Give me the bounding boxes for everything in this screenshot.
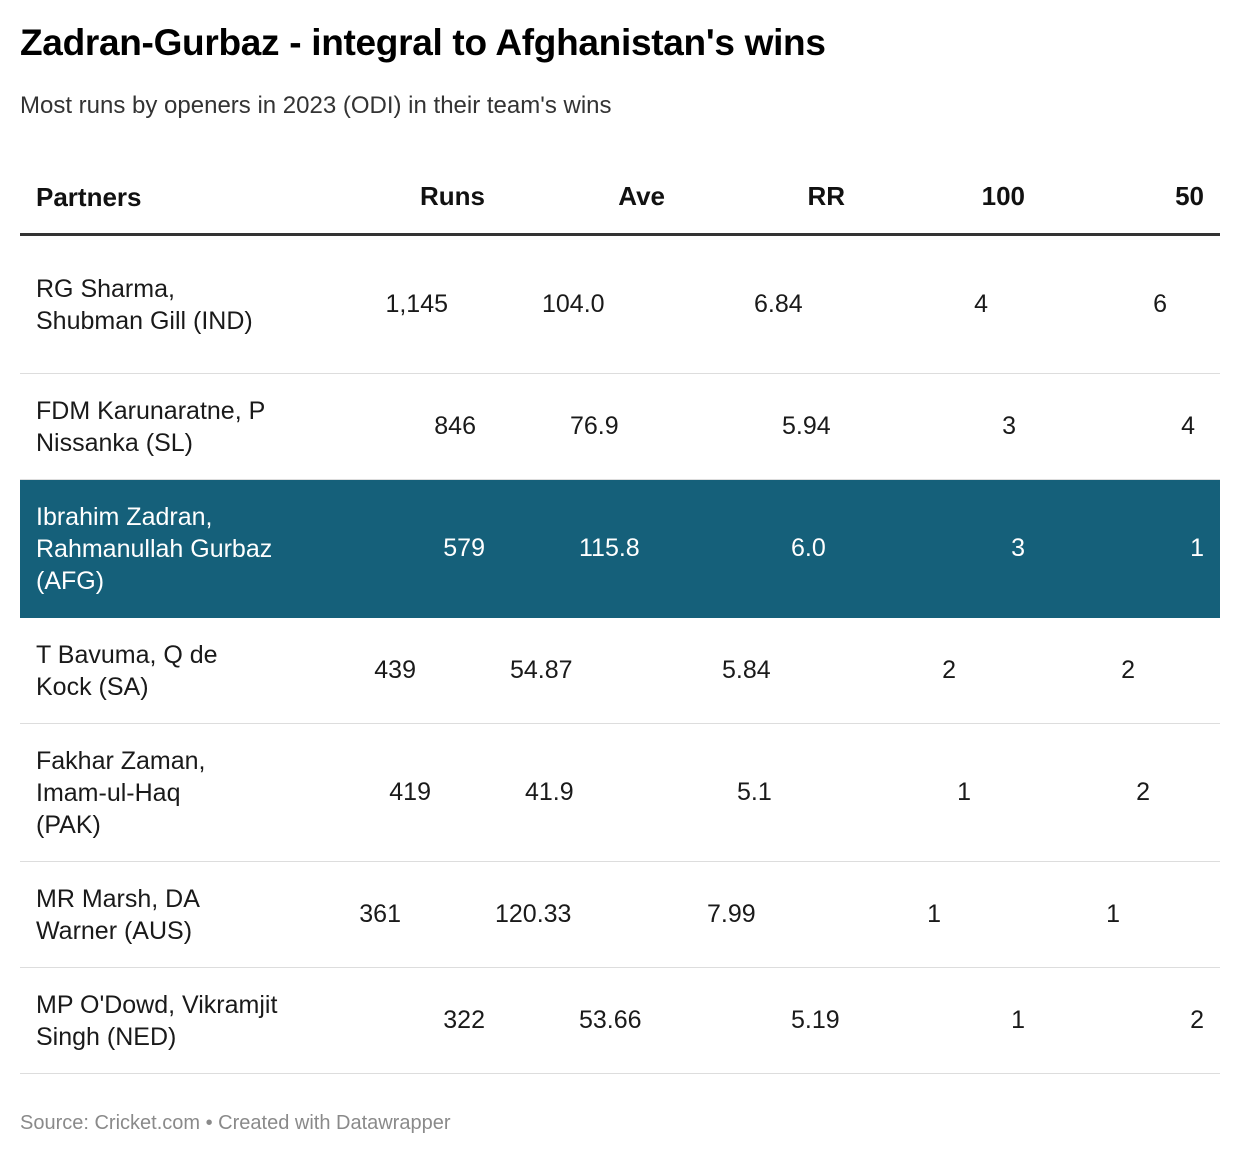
cell-runs: 361	[359, 900, 401, 928]
column-header-partners[interactable]: Partners	[36, 181, 142, 212]
cell-rr: 7.99	[581, 900, 761, 929]
cell-partners: MP O'Dowd, Vikramjit Singh (NED)	[36, 990, 278, 1051]
column-header-100[interactable]: 100	[981, 181, 1025, 211]
cell-rr-value: 7.99	[707, 900, 756, 928]
column-header-50[interactable]: 50	[1175, 181, 1204, 211]
table-row: MP O'Dowd, Vikramjit Singh (NED) 322 53.66…	[20, 968, 1220, 1074]
table-header: Partners Runs Ave RR 100 50	[20, 160, 1220, 236]
cell-ave-value: 120.33	[495, 900, 572, 928]
cell-ave-value: 54.87	[510, 656, 573, 684]
chart-subtitle: Most runs by openers in 2023 (ODI) in th…	[20, 92, 612, 119]
cell-rr: 5.94	[656, 412, 836, 441]
cell-ave: 104.0	[448, 290, 628, 319]
cell-rr: 5.19	[665, 1006, 845, 1035]
cell-rr-value: 5.84	[722, 656, 771, 684]
table-row: RG Sharma, Shubman Gill (IND) 1,145 104.0 6…	[20, 236, 1220, 374]
cell-ave-value: 76.9	[570, 412, 619, 440]
cell-ave: 54.87	[416, 656, 596, 685]
cell-partners: T Bavuma, Q de Kock (SA)	[36, 640, 218, 701]
cell-rr-value: 5.1	[737, 778, 772, 806]
cell-runs: 846	[434, 412, 476, 440]
cell-50: 6	[1153, 290, 1167, 318]
cell-runs: 1,145	[385, 290, 448, 318]
cell-ave-value: 115.8	[579, 534, 640, 562]
table-row: T Bavuma, Q de Kock (SA) 439 54.87 5.84 2 2	[20, 618, 1220, 724]
cell-100: 3	[1011, 534, 1025, 562]
cell-runs: 419	[389, 778, 431, 806]
column-header-rr[interactable]: RR	[807, 181, 845, 211]
cell-partners: Ibrahim Zadran, Rahmanullah Gurbaz (AFG)	[36, 502, 273, 595]
cell-50: 4	[1181, 412, 1195, 440]
cell-100: 4	[974, 290, 988, 318]
cell-100: 1	[957, 778, 971, 806]
cell-partners: RG Sharma, Shubman Gill (IND)	[36, 274, 253, 335]
table-row: FDM Karunaratne, P Nissanka (SL) 846 76.9 5…	[20, 374, 1220, 480]
source-footer: Source: Cricket.com • Created with Dataw…	[20, 1112, 451, 1134]
column-header-ave[interactable]: Ave	[618, 181, 665, 211]
cell-partners: MR Marsh, DA Warner (AUS)	[36, 884, 199, 945]
cell-rr: 6.84	[628, 290, 808, 319]
cell-100: 3	[1002, 412, 1016, 440]
cell-50: 1	[1106, 900, 1120, 928]
table-row: MR Marsh, DA Warner (AUS) 361 120.33 7.99 1 1	[20, 862, 1220, 968]
cell-rr: 6.0	[665, 534, 845, 563]
column-header-runs[interactable]: Runs	[420, 181, 485, 211]
cell-partners: FDM Karunaratne, P Nissanka (SL)	[36, 396, 265, 457]
cell-100: 1	[927, 900, 941, 928]
cell-runs: 322	[443, 1006, 485, 1034]
cell-50: 2	[1121, 656, 1135, 684]
table-body: RG Sharma, Shubman Gill (IND) 1,145 104.0 6…	[20, 236, 1220, 1074]
cell-ave-value: 41.9	[525, 778, 574, 806]
chart-title: Zadran-Gurbaz - integral to Afghanistan'…	[20, 22, 826, 63]
cell-ave-value: 53.66	[579, 1006, 642, 1034]
cell-rr-value: 6.84	[754, 290, 803, 318]
cell-runs: 439	[374, 656, 416, 684]
cell-ave-value: 104.0	[542, 290, 605, 318]
cell-rr: 5.1	[611, 778, 791, 807]
cell-rr-value: 5.94	[782, 412, 831, 440]
cell-50: 2	[1190, 1006, 1204, 1034]
cell-50: 2	[1136, 778, 1150, 806]
cell-rr: 5.84	[596, 656, 776, 685]
cell-ave: 53.66	[485, 1006, 665, 1035]
data-table: Partners Runs Ave RR 100 50 RG Sharma, S…	[20, 160, 1220, 1074]
cell-runs: 579	[443, 534, 485, 562]
cell-100: 1	[1011, 1006, 1025, 1034]
table-row: Ibrahim Zadran, Rahmanullah Gurbaz (AFG)…	[20, 480, 1220, 618]
cell-ave: 76.9	[476, 412, 656, 441]
table-row: Fakhar Zaman, Imam-ul-Haq (PAK) 419 41.9 5.…	[20, 724, 1220, 862]
cell-partners: Fakhar Zaman, Imam-ul-Haq (PAK)	[36, 746, 206, 839]
cell-ave: 115.8	[485, 534, 665, 563]
cell-rr-value: 5.19	[791, 1006, 840, 1034]
cell-50: 1	[1190, 534, 1204, 562]
cell-ave: 120.33	[401, 900, 581, 929]
cell-100: 2	[942, 656, 956, 684]
cell-rr-value: 6.0	[791, 534, 826, 562]
cell-ave: 41.9	[431, 778, 611, 807]
